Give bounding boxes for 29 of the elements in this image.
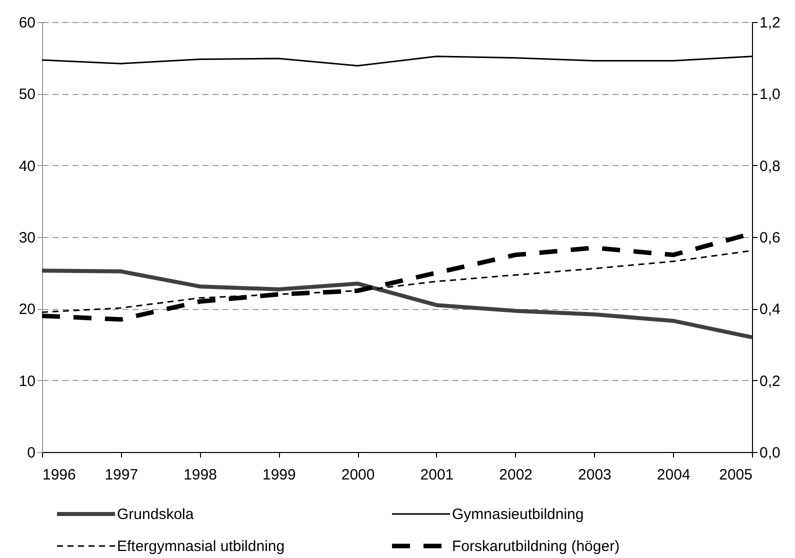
x-tick-label: 2000 bbox=[341, 466, 375, 484]
legend-label: Gymnasieutbildning bbox=[452, 506, 584, 523]
x-tick-label: 2002 bbox=[499, 466, 533, 484]
y2-tick-label: 0,0 bbox=[760, 444, 780, 462]
y-tick-label: 0 bbox=[27, 444, 36, 462]
x-tick-label: 2004 bbox=[656, 466, 690, 484]
y2-tick-label: 1,0 bbox=[760, 86, 780, 104]
y-tick-label: 10 bbox=[18, 372, 36, 390]
y2-tick-label: 0,6 bbox=[760, 230, 780, 246]
x-tick-label: 2001 bbox=[420, 466, 454, 484]
y2-tick-label: 1,2 bbox=[760, 14, 780, 32]
x-tick-label: 1997 bbox=[104, 466, 138, 484]
x-tick-label: 1999 bbox=[262, 466, 296, 484]
y-tick-label: 50 bbox=[18, 86, 36, 104]
y-tick-label: 60 bbox=[18, 14, 36, 32]
x-tick-label: 1996 bbox=[42, 466, 76, 484]
y-tick-label: 40 bbox=[18, 158, 36, 175]
y2-tick-label: 0,8 bbox=[760, 158, 780, 175]
legend-label: Forskarutbildning (höger) bbox=[452, 538, 620, 555]
y2-tick-label: 0,2 bbox=[760, 372, 780, 390]
line-series bbox=[42, 268, 752, 340]
x-tick-label: 2005 bbox=[719, 466, 752, 484]
x-tick-label: 1998 bbox=[184, 466, 217, 484]
legend-label: Grundskola bbox=[117, 506, 194, 523]
y-tick-label: 20 bbox=[18, 301, 36, 318]
y2-tick-label: 0,4 bbox=[760, 301, 780, 318]
x-tick-label: 2003 bbox=[578, 466, 612, 484]
legend-label: Eftergymnasial utbildning bbox=[117, 538, 285, 555]
y-tick-label: 30 bbox=[18, 230, 36, 246]
